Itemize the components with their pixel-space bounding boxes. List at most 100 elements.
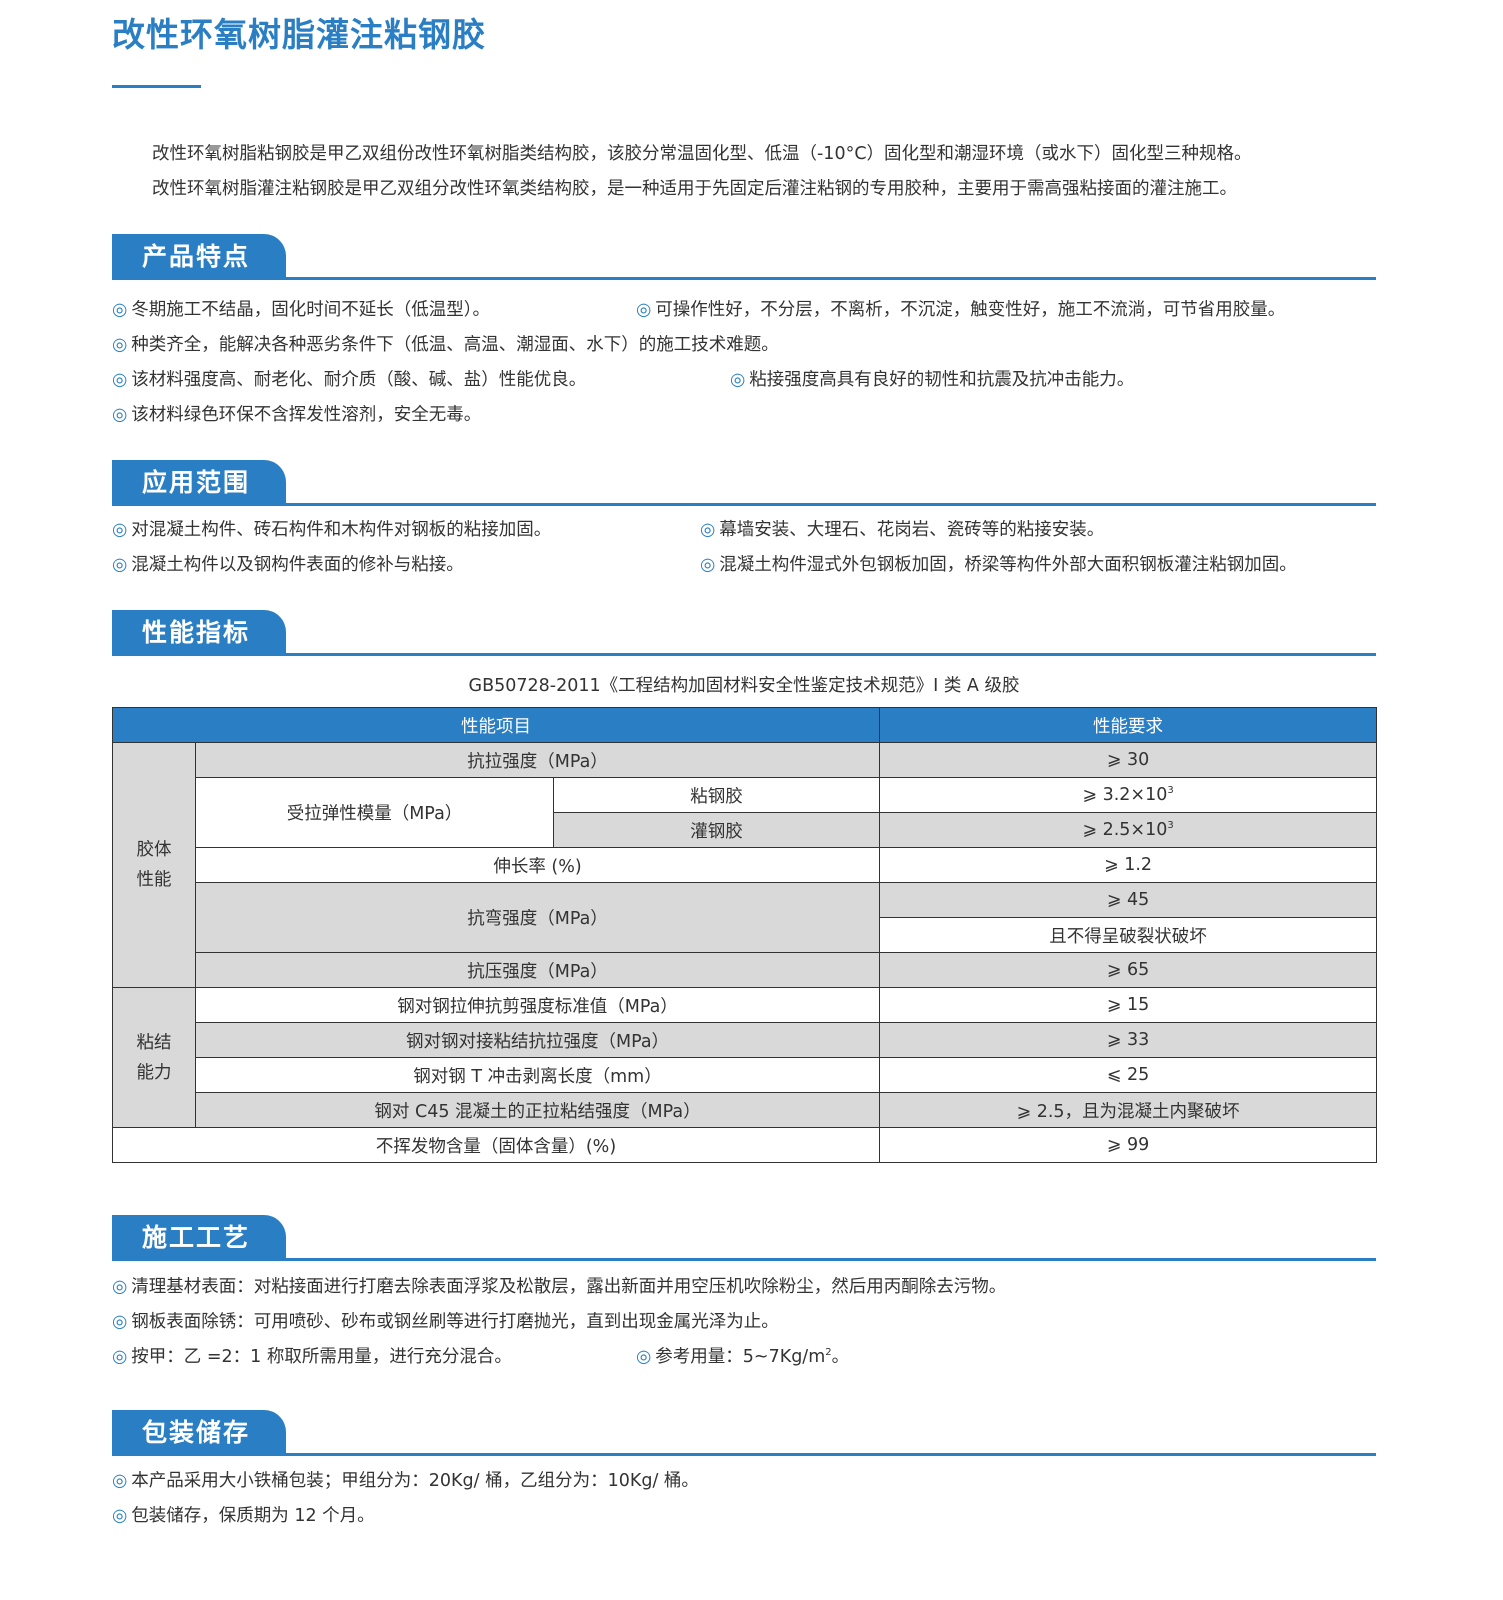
list-item: ◎ 该材料强度高、耐老化、耐介质（酸、碱、盐）性能优良。 [112, 366, 586, 391]
cell: 受拉弹性模量（MPa） [195, 777, 554, 848]
list-item: ◎ 种类齐全，能解决各种恶劣条件下（低温、高温、潮湿面、水下）的施工技术难题。 [112, 331, 779, 356]
cell: 且不得呈破裂状破坏 [879, 917, 1378, 953]
cell: 不挥发物含量（固体含量）(%) [111, 1127, 881, 1163]
section-title: 包装储存 [112, 1410, 286, 1454]
item-text: 幕墙安装、大理石、花岗岩、瓷砖等的粘接安装。 [719, 520, 1105, 540]
table-row: 抗压强度（MPa） ⩾ 65 [112, 952, 1378, 988]
page-title: 改性环氧树脂灌注粘钢胶 [112, 15, 486, 54]
table-row: 伸长率 (%) ⩾ 1.2 [113, 847, 1378, 883]
cell: ⩾ 2.5×103 [879, 812, 1378, 848]
table-row: 胶体 性能 抗拉强度（MPa） ⩾ 30 [112, 742, 1378, 988]
exponent: 3 [1167, 820, 1174, 832]
section-header-features: 产品特点 [112, 234, 1376, 280]
circle-bullet-icon: ◎ [636, 300, 652, 320]
table-row: 钢对钢对接粘结抗拉强度（MPa） ⩾ 33 [112, 1022, 1378, 1058]
circle-bullet-icon: ◎ [730, 370, 746, 390]
table-row: 不挥发物含量（固体含量）(%) ⩾ 99 [111, 1127, 1378, 1163]
circle-bullet-icon: ◎ [112, 555, 128, 575]
cell: ⩾ 15 [879, 987, 1378, 1023]
divider [112, 1453, 1376, 1456]
list-item: ◎ 混凝土构件以及钢构件表面的修补与粘接。 [112, 551, 464, 576]
performance-table: 性能项目 性能要求 胶体 性能 抗拉强度（MPa） ⩾ 30 受拉弹性模量（MPa）粘… [111, 707, 1378, 1163]
cell: 伸长率 (%) [194, 847, 881, 883]
section-header-application: 应用范围 [112, 460, 1376, 506]
cell: ⩾ 2.5，且为混凝土内聚破坏 [879, 1092, 1378, 1128]
circle-bullet-icon: ◎ [112, 370, 128, 390]
item-text: 钢板表面除锈：可用喷砂、砂布或钢丝刷等进行打磨抛光，直到出现金属光泽为止。 [131, 1312, 779, 1332]
list-item: ◎ 钢板表面除锈：可用喷砂、砂布或钢丝刷等进行打磨抛光，直到出现金属光泽为止。 [112, 1308, 779, 1333]
table-row: 钢对钢 T 冲击剥离长度（mm） ⩽ 25 [113, 1057, 1378, 1093]
section-title: 性能指标 [112, 610, 286, 654]
cell: 抗弯强度（MPa） [194, 882, 881, 953]
list-item: ◎ 对混凝土构件、砖石构件和木构件对钢板的粘接加固。 [112, 516, 551, 541]
intro-line: 改性环氧树脂粘钢胶是甲乙双组份改性环氧树脂类结构胶，该胶分常温固化型、低温（-1… [152, 144, 1252, 164]
cell: ⩾ 45 [879, 882, 1378, 918]
circle-bullet-icon: ◎ [700, 555, 716, 575]
divider [112, 277, 1376, 280]
header-item: 性能项目 [111, 707, 881, 743]
cell: ⩾ 99 [879, 1127, 1378, 1163]
circle-bullet-icon: ◎ [112, 1312, 128, 1332]
item-tail: 。 [831, 1347, 850, 1367]
group-label: 粘结 能力 [112, 987, 196, 1128]
list-item: ◎ 混凝土构件湿式外包钢板加固，桥梁等构件外部大面积钢板灌注粘钢加固。 [700, 551, 1297, 576]
cell: 钢对钢 T 冲击剥离长度（mm） [194, 1057, 881, 1093]
cell: 钢对钢拉伸抗剪强度标准值（MPa） [194, 987, 881, 1023]
item-text: 参考用量：5~7Kg/m [655, 1347, 826, 1367]
item-text: 混凝土构件以及钢构件表面的修补与粘接。 [131, 555, 464, 575]
table-row: 抗弯强度（MPa） ⩾ 45 [112, 882, 1378, 953]
cell: 抗压强度（MPa） [194, 952, 881, 988]
cell: 抗拉强度（MPa） [194, 742, 881, 778]
cell: ⩽ 25 [879, 1057, 1378, 1093]
list-item: ◎ 清理基材表面：对粘接面进行打磨去除表面浮浆及松散层，露出新面并用空压机吹除粉尘… [112, 1273, 1006, 1298]
item-text: 粘接强度高具有良好的韧性和抗震及抗冲击能力。 [749, 370, 1135, 390]
item-text: 对混凝土构件、砖石构件和木构件对钢板的粘接加固。 [131, 520, 552, 540]
list-item: ◎ 可操作性好，不分层，不离析，不沉淀，触变性好，施工不流淌，可节省用胶量。 [636, 296, 1285, 321]
list-item: ◎ 冬期施工不结晶，固化时间不延长（低温型）。 [112, 296, 490, 321]
intro-line: 改性环氧树脂灌注粘钢胶是甲乙双组分改性环氧类结构胶，是一种适用于先固定后灌注粘钢… [152, 179, 1237, 199]
cell: 钢对钢对接粘结抗拉强度（MPa） [194, 1022, 881, 1058]
divider [112, 503, 1376, 506]
item-text: 种类齐全，能解决各种恶劣条件下（低温、高温、潮湿面、水下）的施工技术难题。 [131, 335, 779, 355]
circle-bullet-icon: ◎ [112, 335, 128, 355]
item-text: 混凝土构件湿式外包钢板加固，桥梁等构件外部大面积钢板灌注粘钢加固。 [719, 555, 1297, 575]
divider [112, 1258, 1376, 1261]
section-title: 应用范围 [112, 460, 286, 504]
cell: 钢对 C45 混凝土的正拉粘结强度（MPa） [194, 1092, 881, 1128]
circle-bullet-icon: ◎ [112, 1277, 128, 1297]
value: ⩾ 3.2×10 [1082, 785, 1168, 805]
list-item: ◎ 参考用量：5~7Kg/m2。 [636, 1343, 849, 1368]
cell: ⩾ 65 [879, 952, 1378, 988]
circle-bullet-icon: ◎ [112, 520, 128, 540]
table-row: 粘结 能力 钢对钢拉伸抗剪强度标准值（MPa） ⩾ 15 [112, 987, 1378, 1128]
circle-bullet-icon: ◎ [112, 405, 128, 425]
circle-bullet-icon: ◎ [112, 300, 128, 320]
circle-bullet-icon: ◎ [636, 1347, 652, 1367]
table-header-row: 性能项目 性能要求 [111, 707, 1378, 743]
cell: 灌钢胶 [552, 812, 881, 848]
section-title: 产品特点 [112, 234, 286, 278]
item-text: 本产品采用大小铁桶包装；甲组分为：20Kg/ 桶，乙组分为：10Kg/ 桶。 [131, 1471, 699, 1491]
group-label: 胶体 性能 [112, 742, 196, 988]
item-text: 该材料绿色环保不含挥发性溶剂，安全无毒。 [131, 405, 482, 425]
item-text: 可操作性好，不分层，不离析，不沉淀，触变性好，施工不流淌，可节省用胶量。 [655, 300, 1286, 320]
circle-bullet-icon: ◎ [700, 520, 716, 540]
list-item: ◎ 粘接强度高具有良好的韧性和抗震及抗冲击能力。 [730, 366, 1134, 391]
exponent: 2 [825, 1347, 832, 1359]
table-caption: GB50728-2011《工程结构加固材料安全性鉴定技术规范》I 类 A 级胶 [468, 676, 1020, 696]
item-text: 冬期施工不结晶，固化时间不延长（低温型）。 [131, 300, 491, 320]
section-header-performance: 性能指标 [112, 610, 1376, 656]
circle-bullet-icon: ◎ [112, 1506, 128, 1526]
table-row: 钢对 C45 混凝土的正拉粘结强度（MPa） ⩾ 2.5，且为混凝土内聚破坏 [112, 1092, 1378, 1128]
header-requirement: 性能要求 [879, 707, 1378, 743]
cell: ⩾ 33 [879, 1022, 1378, 1058]
list-item: ◎ 幕墙安装、大理石、花岗岩、瓷砖等的粘接安装。 [700, 516, 1104, 541]
value: ⩾ 2.5×10 [1082, 820, 1168, 840]
circle-bullet-icon: ◎ [112, 1347, 128, 1367]
cell: 粘钢胶 [552, 777, 881, 813]
cell: ⩾ 1.2 [879, 847, 1378, 883]
divider [112, 653, 1376, 656]
list-item: ◎ 包装储存，保质期为 12 个月。 [112, 1502, 375, 1527]
exponent: 3 [1167, 785, 1174, 797]
